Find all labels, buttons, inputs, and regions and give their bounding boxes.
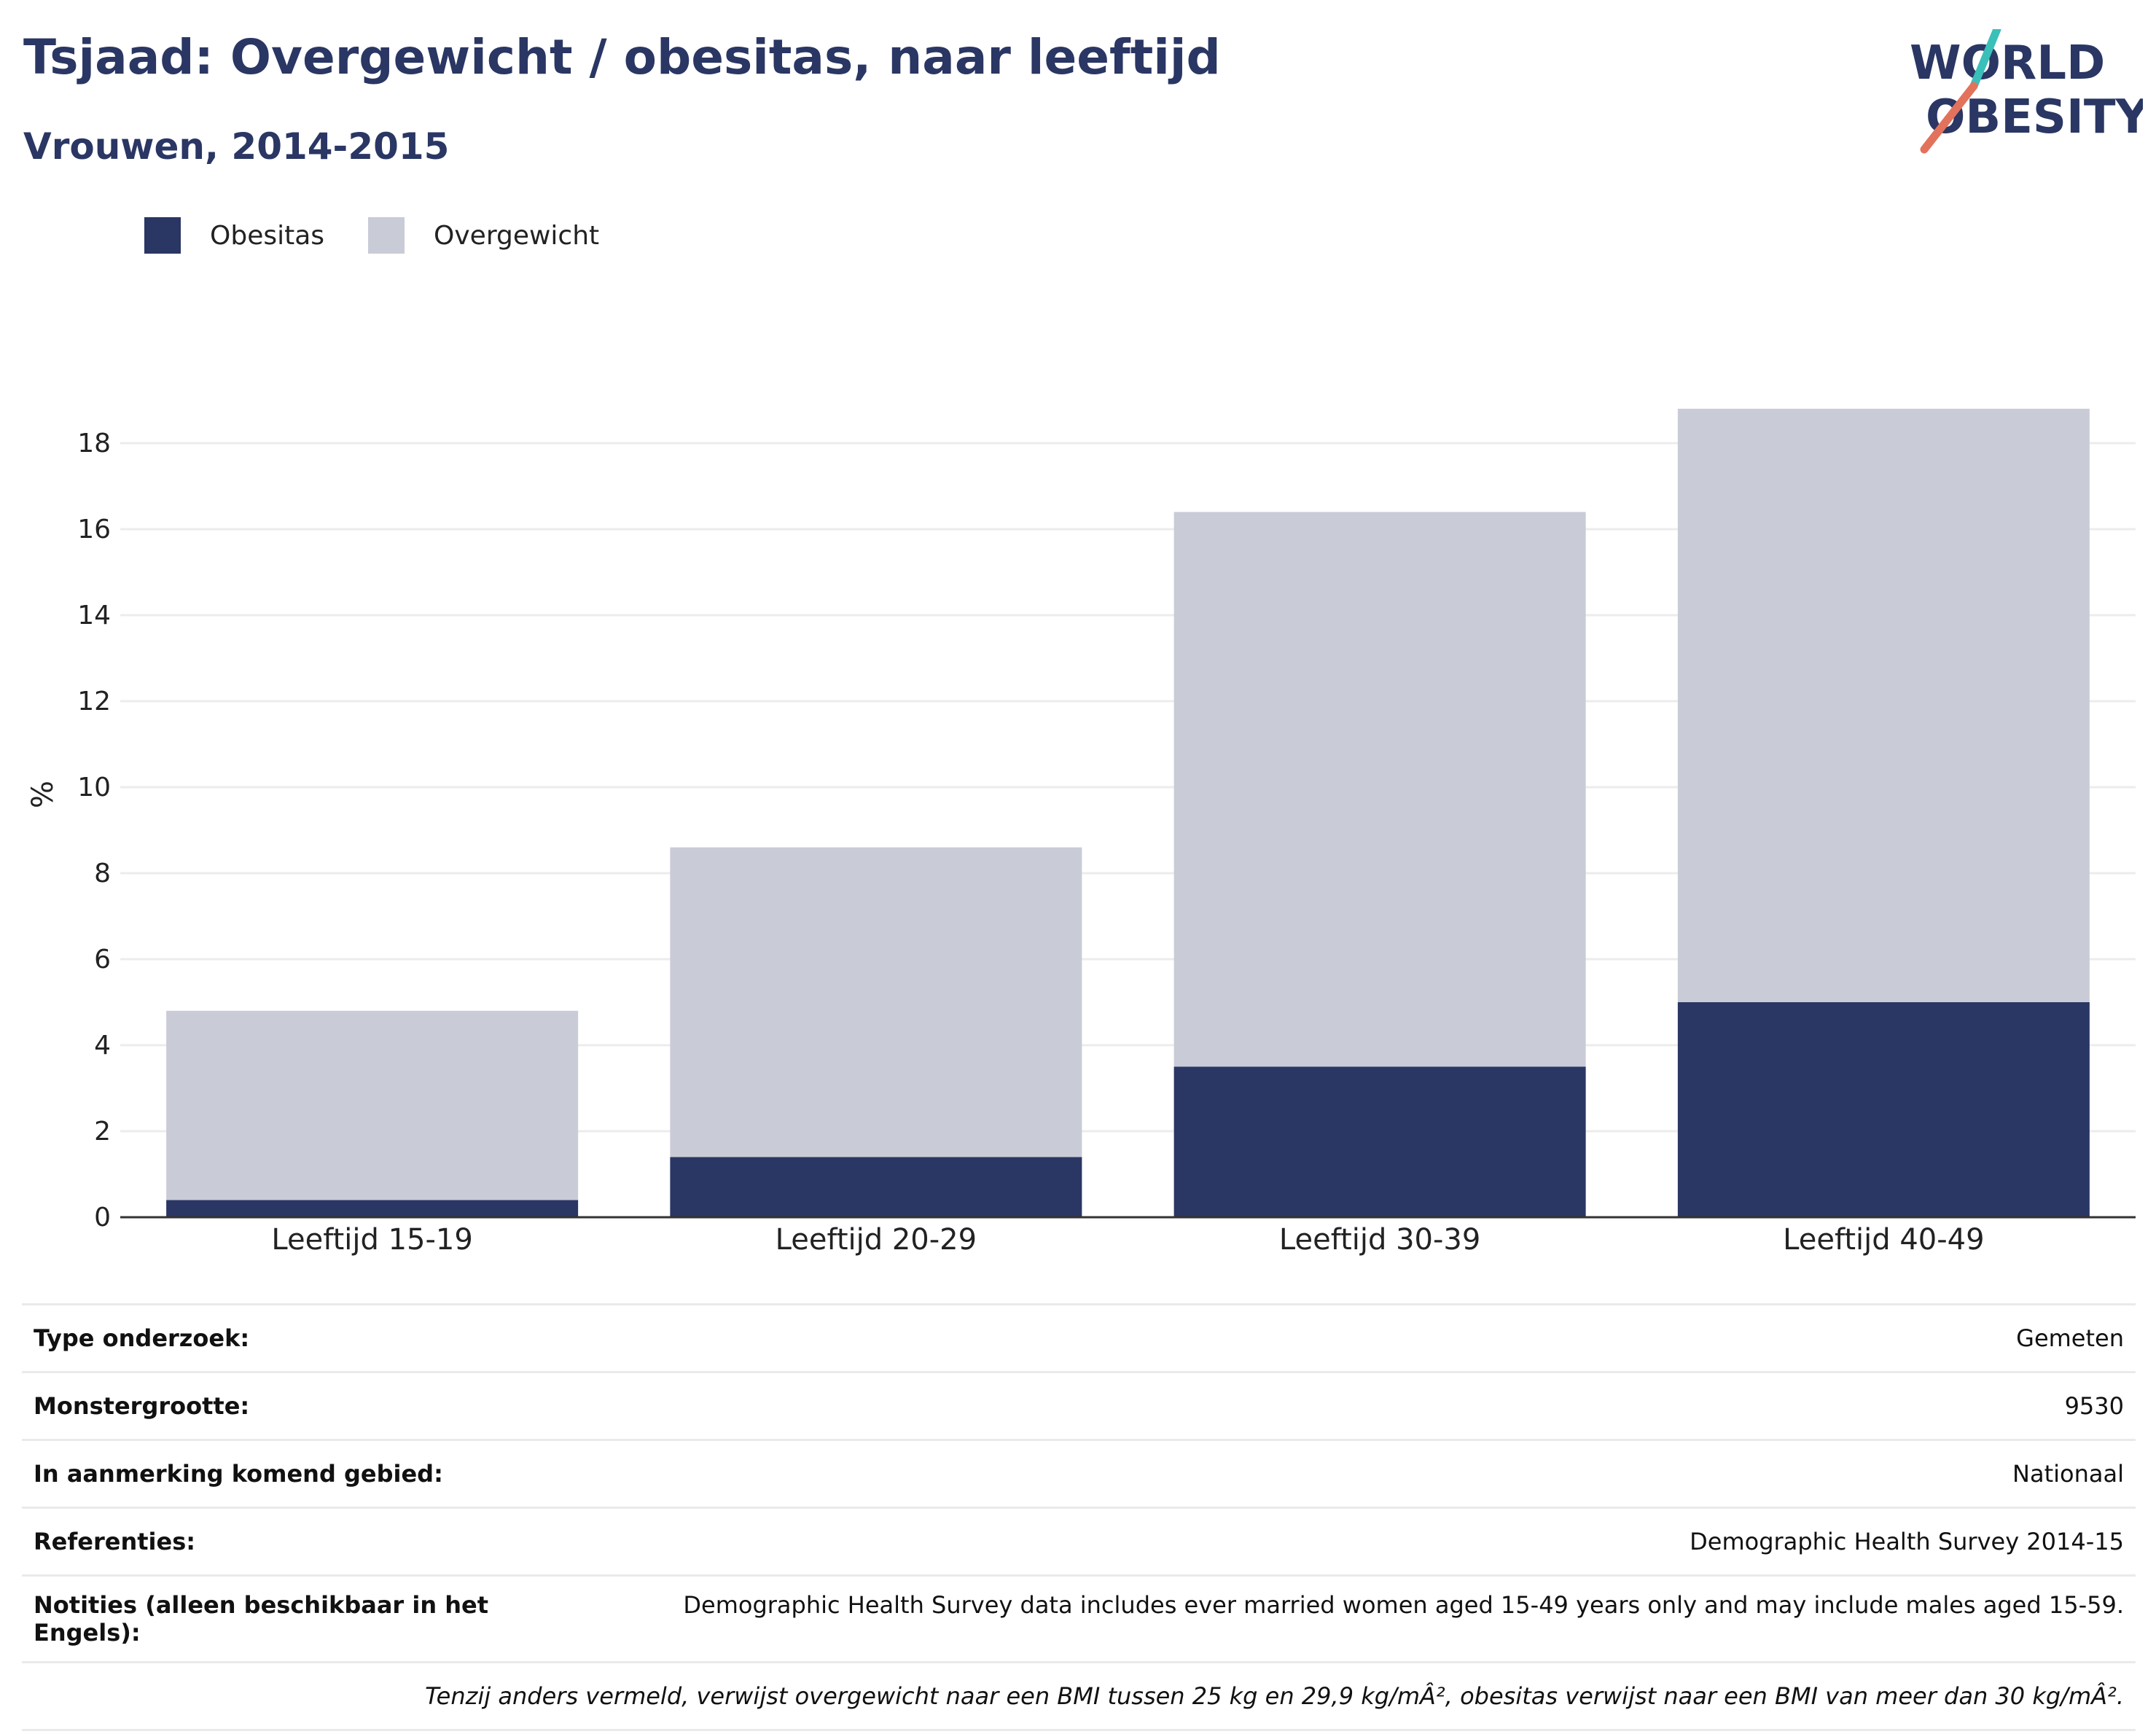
info-value: 9530 [2064, 1392, 2124, 1420]
info-value: Gemeten [2016, 1324, 2124, 1352]
bar-overgewicht-3 [1173, 512, 1586, 1067]
chart-subtitle: Vrouwen, 2014-2015 [23, 125, 450, 168]
y-tick-label: 18 [77, 429, 111, 458]
bar-obesitas-3 [1173, 1066, 1586, 1217]
chart-title: Tsjaad: Overgewicht / obesitas, naar lee… [23, 29, 1221, 85]
y-tick-label: 6 [94, 945, 111, 975]
bar-overgewicht-1 [166, 1010, 579, 1200]
bars [166, 408, 2090, 1217]
logo-slash-teal [1969, 29, 2001, 90]
bar-obesitas-2 [670, 1157, 1082, 1217]
info-key: Referenties: [34, 1528, 196, 1555]
info-value: Demographic Health Survey data includes … [683, 1591, 2124, 1619]
info-value: Nationaal [2012, 1460, 2124, 1488]
x-tick-label: Leeftijd 20-29 [776, 1223, 977, 1257]
y-tick-label: 4 [94, 1031, 111, 1061]
info-table: Type onderzoek: Gemeten Monstergrootte: … [22, 1303, 2136, 1731]
legend-label-obesitas: Obesitas [210, 220, 325, 251]
x-tick-label: Leeftijd 15-19 [271, 1223, 472, 1257]
bar-obesitas-1 [166, 1200, 579, 1217]
legend-item-overgewicht: Overgewicht [368, 217, 599, 254]
info-row-area: In aanmerking komend gebied: Nationaal [22, 1439, 2136, 1507]
y-tick-label: 14 [77, 601, 111, 630]
info-value: Demographic Health Survey 2014-15 [1690, 1528, 2124, 1555]
bar-overgewicht-2 [670, 847, 1082, 1157]
legend-swatch-obesitas [144, 217, 181, 254]
logo-text-line1: WORLD [1910, 36, 2105, 90]
legend-label-overgewicht: Overgewicht [434, 220, 600, 251]
y-tick-label: 10 [77, 773, 111, 802]
y-tick-label: 12 [77, 687, 111, 716]
x-tick-label: Leeftijd 40-49 [1783, 1223, 1984, 1257]
stacked-bar-chart: 0 2 4 6 8 10 12 14 16 18 Leeftijd 15-19 Leeftijd 2… [26, 408, 2136, 1257]
info-key: Notities (alleen beschikbaar in het Enge… [34, 1591, 489, 1647]
logo-slash-coral [1920, 82, 1978, 154]
info-key: Monstergrootte: [34, 1392, 250, 1420]
y-tick-label: 8 [94, 859, 111, 889]
info-row-type: Type onderzoek: Gemeten [22, 1303, 2136, 1371]
x-tick-label: Leeftijd 30-39 [1279, 1223, 1480, 1257]
x-axis-ticks: Leeftijd 15-19 Leeftijd 20-29 Leeftijd 30-… [271, 1223, 1984, 1257]
y-axis-ticks: 0 2 4 6 8 10 12 14 16 18 [77, 429, 111, 1233]
info-key: In aanmerking komend gebied: [34, 1460, 443, 1488]
y-tick-label: 0 [94, 1203, 111, 1233]
bar-obesitas-4 [1677, 1002, 2090, 1217]
legend-item-obesitas: Obesitas [144, 217, 324, 254]
y-axis-label: % [26, 781, 60, 808]
info-key: Type onderzoek: [34, 1324, 250, 1352]
info-row-sample-size: Monstergrootte: 9530 [22, 1371, 2136, 1439]
legend-swatch-overgewicht [368, 217, 405, 254]
legend: Obesitas Overgewicht [144, 216, 643, 255]
footnote: Tenzij anders vermeld, verwijst overgewi… [22, 1661, 2136, 1731]
info-row-notes: Notities (alleen beschikbaar in het Enge… [22, 1574, 2136, 1661]
y-tick-label: 16 [77, 515, 111, 544]
world-obesity-logo: WORLD OBESITY [1910, 29, 2143, 154]
y-tick-label: 2 [94, 1117, 111, 1147]
info-row-references: Referenties: Demographic Health Survey 2… [22, 1507, 2136, 1574]
bar-overgewicht-4 [1677, 408, 2090, 1002]
